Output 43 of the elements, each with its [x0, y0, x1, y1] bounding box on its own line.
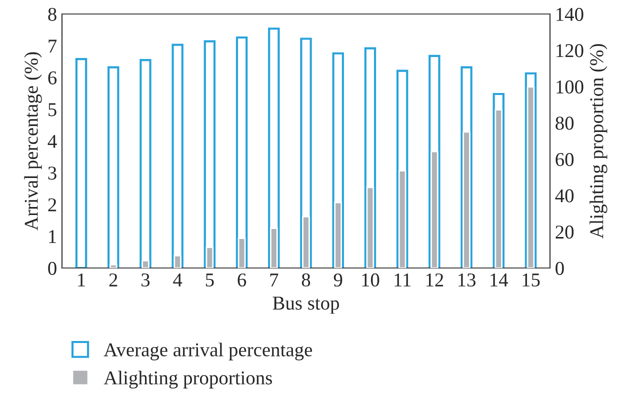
legend-label: Average arrival percentage	[104, 342, 312, 360]
y-tick-label: 3	[48, 166, 56, 180]
x-tick-label: 3	[142, 273, 150, 287]
x-axis-title: Bus stop	[272, 296, 340, 314]
y-tick-label: 5	[48, 103, 56, 116]
y-tick-label: 1	[49, 230, 56, 243]
y2-tick-label: 20	[556, 226, 574, 239]
x-tick-label: 15	[522, 274, 540, 287]
bar	[204, 40, 216, 268]
x-tick-label: 9	[334, 273, 342, 287]
x-tick-label: 2	[109, 273, 118, 286]
legend-label: Alighting proportions	[104, 370, 272, 388]
y-tick-label: 2	[48, 198, 56, 212]
x-tick-label: 13	[458, 273, 476, 287]
y2-tick-label: 100	[556, 80, 584, 94]
x-tick-label: 10	[362, 273, 380, 287]
bar	[75, 58, 88, 268]
bar	[140, 58, 152, 268]
y2-tick-label: 40	[555, 189, 574, 202]
bar	[108, 66, 120, 268]
y2-tick-label: 120	[556, 44, 584, 58]
y2-tick-label: 140	[556, 8, 584, 21]
y-tick-label: 4	[48, 134, 57, 148]
x-tick-label: 14	[490, 274, 508, 286]
x-tick-label: 8	[302, 273, 310, 287]
x-tick-label: 5	[206, 274, 214, 287]
y-axis-title: Arrival percentage (%)	[24, 52, 42, 230]
x-tick-label: 7	[270, 274, 278, 286]
x-tick-label: 12	[426, 273, 444, 286]
y-tick-label: 6	[48, 71, 57, 84]
y-tick-label: 8	[48, 8, 56, 21]
x-tick-label: 1	[78, 274, 85, 286]
bar	[236, 36, 248, 268]
y2-tick-label: 80	[556, 116, 574, 130]
x-tick-label: 6	[238, 273, 246, 287]
y2-axis-title: Alighting proportion (%)	[590, 44, 608, 239]
y2-tick-label: 60	[556, 152, 574, 166]
y2-tick-label: 0	[556, 262, 564, 275]
x-tick-label: 11	[394, 274, 411, 286]
x-tick-label: 4	[173, 274, 182, 286]
y-tick-label: 7	[48, 40, 57, 52]
bar	[172, 44, 184, 268]
y-tick-label: 0	[48, 262, 56, 275]
